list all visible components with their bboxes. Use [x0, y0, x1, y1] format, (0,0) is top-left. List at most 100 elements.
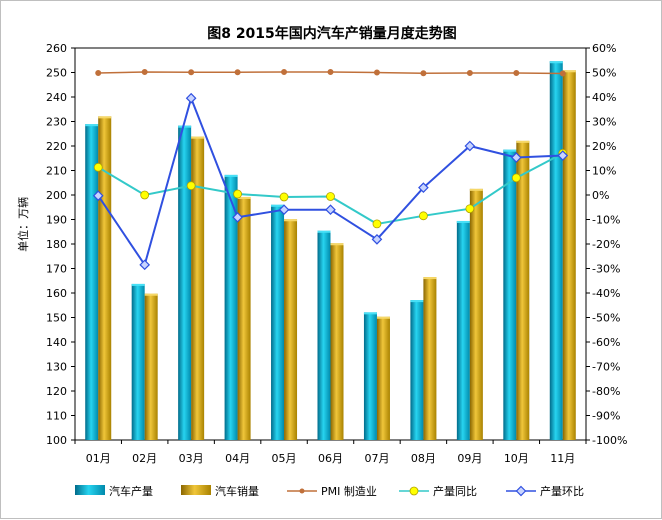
y-axis-label: 单位：万辆 [16, 197, 30, 252]
production-bar-cap [271, 204, 285, 207]
production-bar-cap [224, 174, 238, 177]
y-tick-label: 210 [46, 165, 67, 178]
production-bar-cap [549, 61, 563, 64]
pmi-point [188, 69, 195, 76]
production-bar-cap [131, 283, 145, 286]
mom-point [418, 182, 429, 193]
production-bar-cap [503, 149, 517, 152]
sales-bar-cap [516, 140, 530, 143]
yoy-point [233, 189, 242, 199]
x-tick-label: 04月 [225, 452, 250, 465]
yoy-point [511, 173, 521, 183]
x-tick-label: 08月 [411, 452, 436, 465]
sales-bar [516, 140, 530, 441]
y-tick-label: 190 [46, 214, 67, 227]
pmi-point [95, 69, 102, 76]
legend-label: 产量同比 [433, 484, 477, 498]
y2-tick-label: -40% [592, 287, 620, 300]
legend-swatch [75, 485, 105, 495]
y2-tick-label: 50% [592, 67, 616, 80]
y2-tick-label: 40% [592, 91, 616, 104]
legend: 汽车产量 汽车销量 PMI 制造业 产量同比 产量环比 [75, 484, 584, 498]
sales-bar [562, 70, 576, 441]
y2-tick-label: -20% [592, 238, 620, 251]
mom-point [325, 204, 336, 216]
x-tick-label: 10月 [504, 452, 529, 465]
y-tick-label: 220 [46, 140, 67, 153]
yoy-point [93, 162, 103, 172]
y2-tick-label: -60% [592, 336, 620, 349]
pmi-point [513, 69, 520, 76]
sales-bar-cap [98, 116, 112, 119]
y-tick-label: 110 [46, 410, 67, 423]
mom-point [278, 204, 290, 216]
legend-marker [299, 488, 305, 494]
sales-bar [191, 136, 205, 440]
yoy-point [419, 211, 428, 221]
production-bar [363, 312, 377, 440]
plot-area: 260 250 240 230 220 210 200 190 180 170 160 150 140 1… [16, 42, 627, 465]
pmi-point [373, 69, 380, 76]
yoy-point [465, 204, 475, 214]
y2-tick-label: 10% [592, 165, 616, 178]
y2-tick-label: -70% [592, 361, 620, 374]
pmi-point [234, 69, 241, 76]
sales-bar [144, 293, 158, 440]
legend-label: 汽车产量 [109, 484, 153, 498]
x-tick-label: 09月 [457, 452, 482, 465]
mom-point [139, 259, 151, 271]
production-bar-cap [410, 300, 424, 303]
sales-bar-cap [144, 293, 158, 296]
production-bar-cap [363, 312, 377, 315]
legend-marker [409, 486, 419, 496]
y2-tick-label: -90% [592, 410, 620, 423]
sales-bar [469, 188, 483, 440]
y-tick-label: 120 [46, 385, 67, 398]
production-bar [456, 220, 470, 440]
y2-tick-label: -50% [592, 312, 620, 325]
sales-bar [284, 219, 298, 440]
y2-tick-label: -80% [592, 385, 620, 398]
pmi-point [281, 69, 288, 76]
legend-label: 产量环比 [540, 484, 584, 498]
pmi-point [420, 70, 427, 77]
y2-tick-label: -10% [592, 214, 620, 227]
yoy-point [326, 192, 335, 201]
y2-tick-label: 0% [592, 189, 609, 202]
y-tick-label: 180 [46, 238, 67, 251]
sales-bar-cap [562, 70, 576, 73]
production-bar-cap [85, 124, 99, 127]
mom-point [371, 233, 383, 245]
y-tick-label: 100 [46, 434, 67, 447]
production-bar [178, 125, 192, 440]
yoy-point [372, 219, 382, 229]
production-bar [131, 283, 145, 440]
x-tick-label: 02月 [132, 452, 157, 465]
x-tick-label: 03月 [179, 452, 204, 465]
production-bar-cap [178, 125, 192, 128]
x-tick-label: 05月 [272, 452, 297, 465]
y-tick-label: 150 [46, 312, 67, 325]
pmi-point [466, 69, 473, 76]
production-bar-cap [456, 220, 470, 223]
y-tick-label: 250 [46, 67, 67, 80]
yoy-point [279, 192, 289, 202]
mom-point [510, 152, 522, 163]
production-bar [503, 149, 517, 441]
sales-bar-cap [469, 188, 483, 191]
y-tick-label: 170 [46, 263, 67, 276]
production-bar [271, 204, 285, 440]
x-tick-label: 11月 [550, 452, 575, 465]
mom-point [232, 211, 243, 223]
chart-title: 图8 2015年国内汽车产销量月度走势图 [207, 25, 457, 42]
yoy-point [186, 181, 196, 191]
sales-bar [330, 243, 344, 440]
y-tick-label: 160 [46, 287, 67, 300]
y2-tick-label: 60% [592, 42, 616, 55]
y-tick-label: 140 [46, 336, 67, 349]
yoy-point [140, 190, 150, 200]
y2-tick-label: -100% [592, 434, 627, 447]
sales-bar-cap [191, 136, 205, 139]
